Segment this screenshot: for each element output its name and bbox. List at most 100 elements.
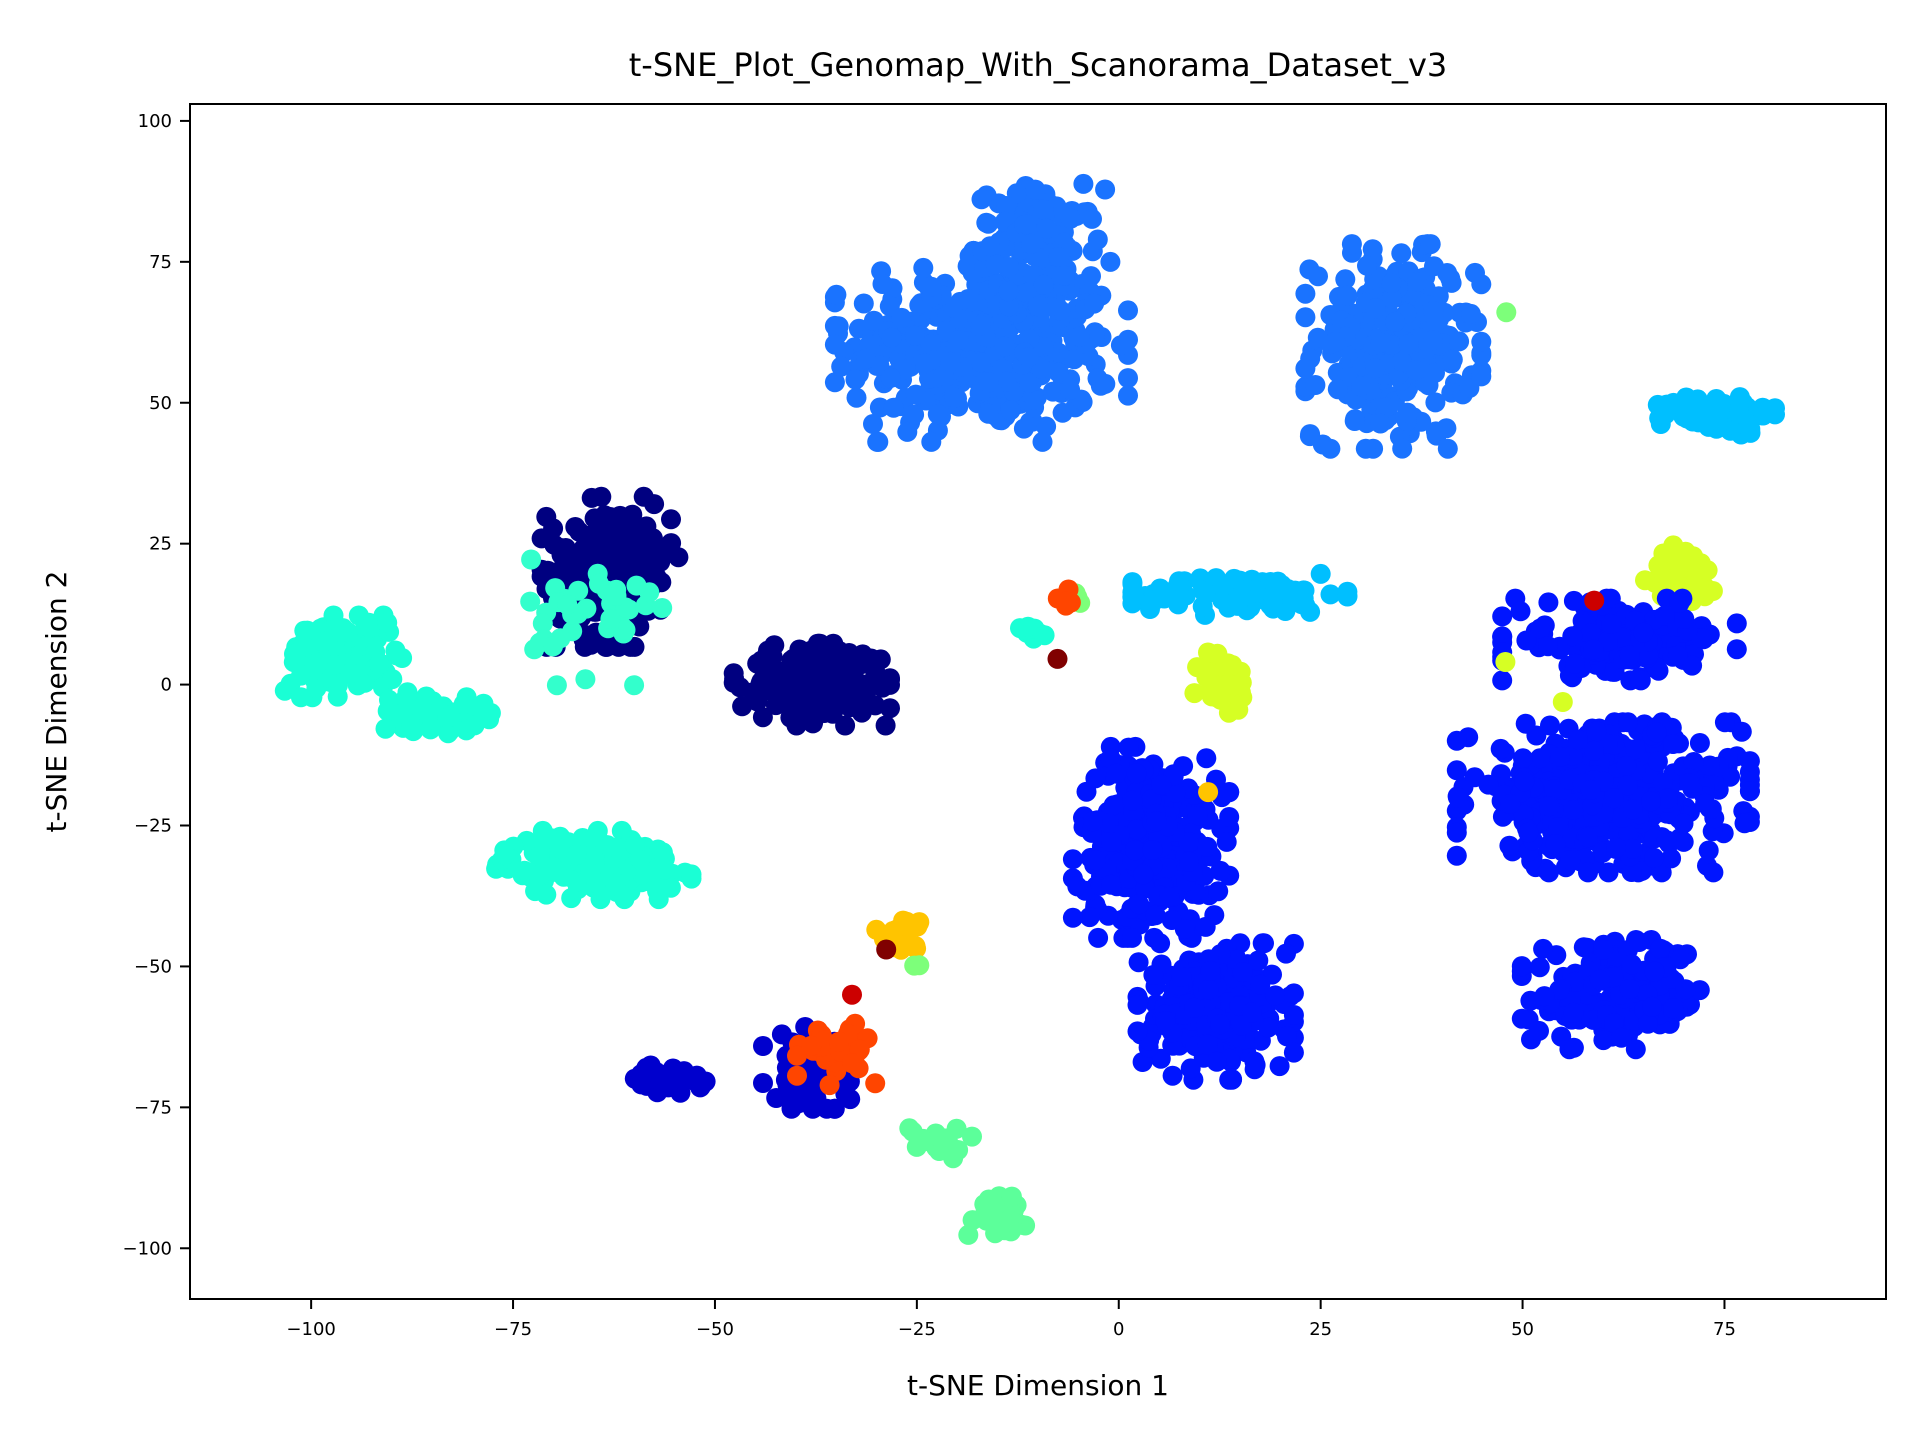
scatter-point (998, 296, 1019, 317)
scatter-point (1021, 233, 1042, 254)
scatter-point (1210, 689, 1231, 710)
scatter-point (695, 1071, 716, 1092)
scatter-point (1753, 405, 1774, 426)
scatter-point (1550, 746, 1571, 767)
scatter-point (823, 633, 844, 654)
scatter-point (1269, 1056, 1290, 1077)
scatter-point (1086, 850, 1107, 871)
scatter-point (1169, 571, 1189, 592)
scatter-point (369, 654, 390, 675)
scatter-point (1327, 379, 1348, 400)
scatter-point (1082, 811, 1103, 832)
scatter-point (1593, 939, 1614, 960)
scatter-point (630, 849, 651, 870)
scatter-point (1544, 779, 1565, 800)
scatter-point (550, 560, 571, 581)
scatter-point (828, 1031, 849, 1052)
scatter-point (1515, 713, 1536, 734)
scatter-point (787, 1065, 807, 1086)
scatter-point (1698, 840, 1719, 861)
scatter-point (1726, 613, 1747, 634)
scatter-point (1695, 793, 1716, 814)
scatter-point (379, 689, 399, 710)
scatter-point (1682, 655, 1703, 676)
scatter-point (1533, 938, 1554, 959)
scatter-point (469, 697, 490, 718)
scatter-point (828, 316, 849, 337)
scatter-point (896, 911, 917, 932)
scatter-point (1511, 956, 1532, 977)
scatter-point (1734, 813, 1755, 834)
data-points (274, 173, 1785, 1245)
scatter-point (646, 567, 667, 588)
y-tick-label: −75 (134, 1097, 172, 1118)
scatter-point (1644, 847, 1665, 868)
scatter-point (1210, 1014, 1230, 1035)
scatter-point (1629, 932, 1650, 952)
scatter-point (401, 714, 422, 735)
scatter-point (1159, 886, 1180, 907)
scatter-point (575, 669, 596, 690)
scatter-point (1018, 347, 1039, 368)
x-tick-label: −25 (898, 1319, 936, 1340)
scatter-point (818, 682, 839, 703)
scatter-point (1320, 438, 1341, 459)
scatter-point (1000, 400, 1021, 421)
scatter-point (1678, 393, 1699, 414)
scatter-point (1446, 760, 1467, 781)
x-tick-label: 25 (1309, 1319, 1332, 1340)
scatter-point (1151, 774, 1172, 795)
plot-frame (189, 103, 1887, 1300)
scatter-point (1126, 819, 1147, 840)
scatter-point (1407, 271, 1428, 292)
scatter-point (1420, 234, 1441, 255)
scatter-point (1198, 782, 1219, 803)
scatter-point (1118, 300, 1138, 321)
scatter-point (1047, 648, 1068, 669)
scatter-point (1448, 787, 1468, 808)
scatter-point (865, 695, 886, 716)
scatter-point (1357, 255, 1377, 276)
scatter-point (375, 718, 396, 739)
scatter-point (1033, 274, 1054, 295)
scatter-point (1142, 840, 1163, 860)
scatter-point (284, 644, 304, 664)
scatter-point (905, 325, 925, 346)
scatter-point (1293, 580, 1314, 601)
scatter-point (1019, 372, 1040, 393)
scatter-point (842, 1053, 862, 1074)
scatter-point (1381, 273, 1402, 294)
scatter-point (1082, 208, 1102, 229)
scatter-point (921, 276, 942, 297)
scatter-point (382, 669, 403, 690)
scatter-point (1562, 626, 1583, 647)
scatter-point (943, 1148, 964, 1169)
scatter-point (1511, 1008, 1532, 1029)
scatter-point (1565, 653, 1585, 674)
scatter-point (1162, 1065, 1183, 1086)
scatter-point (1673, 831, 1694, 852)
scatter-point (1036, 218, 1057, 239)
scatter-point (1195, 916, 1216, 937)
scatter-point (842, 984, 862, 1005)
scatter-point (776, 660, 797, 681)
scatter-point (1406, 360, 1426, 381)
scatter-point (1697, 560, 1718, 581)
scatter-point (1283, 1042, 1304, 1063)
scatter-point (1376, 397, 1397, 418)
scatter-point (853, 293, 874, 314)
scatter-point (1490, 738, 1511, 759)
scatter-point (1245, 1055, 1266, 1075)
scatter-point (668, 547, 689, 568)
scatter-point (970, 315, 991, 336)
y-tick-label: 25 (149, 534, 172, 555)
scatter-point (1492, 670, 1513, 691)
scatter-point (875, 715, 896, 736)
scatter-point (1219, 1069, 1240, 1090)
scatter-point (1122, 790, 1143, 811)
scatter-point (1300, 601, 1321, 622)
scatter-point (1305, 375, 1326, 395)
scatter-point (940, 351, 961, 372)
scatter-point (605, 873, 626, 893)
scatter-point (1667, 645, 1688, 666)
